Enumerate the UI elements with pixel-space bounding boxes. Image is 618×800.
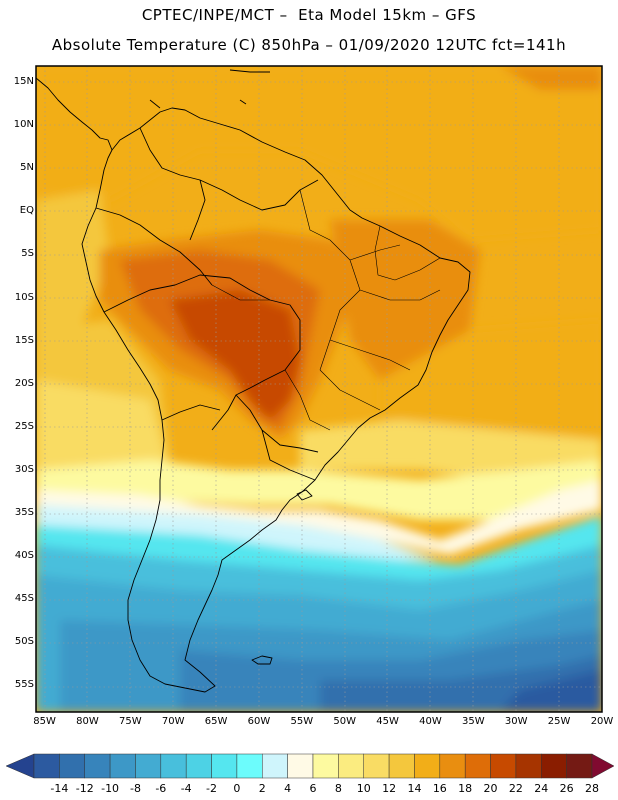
lat-label: 5S [21, 248, 34, 260]
colorbar-swatch [287, 753, 314, 779]
colorbar-tick-label: -6 [155, 782, 167, 795]
lon-label: 55W [290, 716, 314, 727]
lat-label: 10S [14, 291, 34, 303]
colorbar-tick-label: -14 [50, 782, 69, 795]
colorbar-tick-label: -10 [101, 782, 120, 795]
lon-label: 35W [462, 716, 485, 727]
colorbar-swatch [84, 753, 111, 779]
colorbar-tick-label: -8 [129, 782, 141, 795]
colorbar-tick-label: 28 [585, 782, 599, 795]
colorbar-tick-label: 10 [356, 782, 371, 795]
lon-label: 80W [76, 716, 99, 727]
lat-label: EQ [19, 205, 34, 217]
lat-label: 10N [13, 119, 34, 131]
lon-label: 50W [333, 716, 357, 727]
lon-label: 25W [547, 716, 571, 727]
colorbar-tick-label: 20 [483, 782, 498, 795]
colorbar-swatch [262, 753, 288, 779]
colorbar-swatch [33, 753, 60, 779]
lat-label: 25S [14, 420, 34, 432]
lon-label: 45W [376, 716, 399, 727]
colorbar-tick-label: 26 [559, 782, 574, 795]
colorbar-swatch [236, 753, 263, 779]
colorbar-swatch [490, 753, 517, 779]
colorbar-swatch [541, 753, 567, 779]
colorbar-tick-label: 14 [407, 782, 422, 795]
brazil-state-borders [211, 189, 441, 431]
colorbar-swatch [59, 753, 85, 779]
colorbar-tick-label: 0 [233, 782, 241, 795]
lat-label: 15S [14, 334, 34, 346]
colorbar-tick-label: 22 [508, 782, 523, 795]
colorbar-swatch [515, 753, 542, 779]
falkland-islands [251, 655, 273, 665]
temperature-field [36, 66, 602, 712]
coastlines-and-borders [36, 69, 471, 693]
colorbar-tick-label: -12 [75, 782, 94, 795]
lat-label: 5N [20, 162, 34, 174]
colorbar-left-arrow [5, 753, 35, 779]
colorbar-swatch [135, 753, 162, 779]
colorbar-swatch [388, 753, 415, 779]
lat-label: 45S [14, 593, 34, 605]
lon-label: 65W [204, 716, 228, 727]
colorbar [5, 753, 615, 779]
lon-label: 20W [590, 716, 614, 727]
south-america-coast [81, 107, 471, 693]
colorbar-tick-label: 24 [534, 782, 549, 795]
colorbar-swatch [566, 753, 593, 779]
colorbar-tick-label: 12 [382, 782, 397, 795]
colorbar-swatch [211, 753, 238, 779]
caribbean-islands [149, 69, 270, 109]
lat-label: 40S [14, 549, 34, 561]
lon-label: 75W [119, 716, 142, 727]
lon-label: 60W [247, 716, 271, 727]
colorbar-tick-label: 6 [309, 782, 317, 795]
colorbar-tick-label: 16 [432, 782, 447, 795]
colorbar-swatch [464, 753, 491, 779]
colorbar-swatch [338, 753, 364, 779]
colorbar-swatch [160, 753, 187, 779]
title-line-2: Absolute Temperature (C) 850hPa – 01/09/… [51, 36, 567, 54]
colorbar-tick-label: -2 [206, 782, 218, 795]
lon-label: 85W [33, 716, 56, 727]
colorbar-swatch [312, 753, 339, 779]
colorbar-tick-label: -4 [180, 782, 192, 795]
colorbar-swatch [439, 753, 466, 779]
lon-label: 30W [504, 716, 528, 727]
lon-label: 40W [419, 716, 442, 727]
colorbar-swatch [109, 753, 136, 779]
lat-label: 55S [14, 679, 34, 691]
colorbar-tick-label: 2 [258, 782, 266, 795]
colorbar-tick-label: 8 [334, 782, 342, 795]
lat-label: 20S [14, 377, 34, 389]
lat-label: 50S [14, 636, 34, 648]
lat-label: 30S [14, 463, 34, 475]
colorbar-tick-label: 18 [458, 782, 473, 795]
lon-label: 70W [161, 716, 185, 727]
lat-label: 35S [14, 506, 34, 518]
colorbar-swatch [363, 753, 390, 779]
title-line-1: CPTEC/INPE/MCT – Eta Model 15km – GFS [141, 6, 477, 24]
central-america-coast [36, 77, 113, 151]
colorbar-tick-label: 4 [284, 782, 292, 795]
colorbar-swatch [414, 753, 441, 779]
country-borders [95, 127, 319, 481]
lat-label: 15N [13, 76, 34, 88]
map-frame [35, 65, 603, 713]
colorbar-swatch [185, 753, 212, 779]
colorbar-right-arrow [591, 753, 615, 779]
